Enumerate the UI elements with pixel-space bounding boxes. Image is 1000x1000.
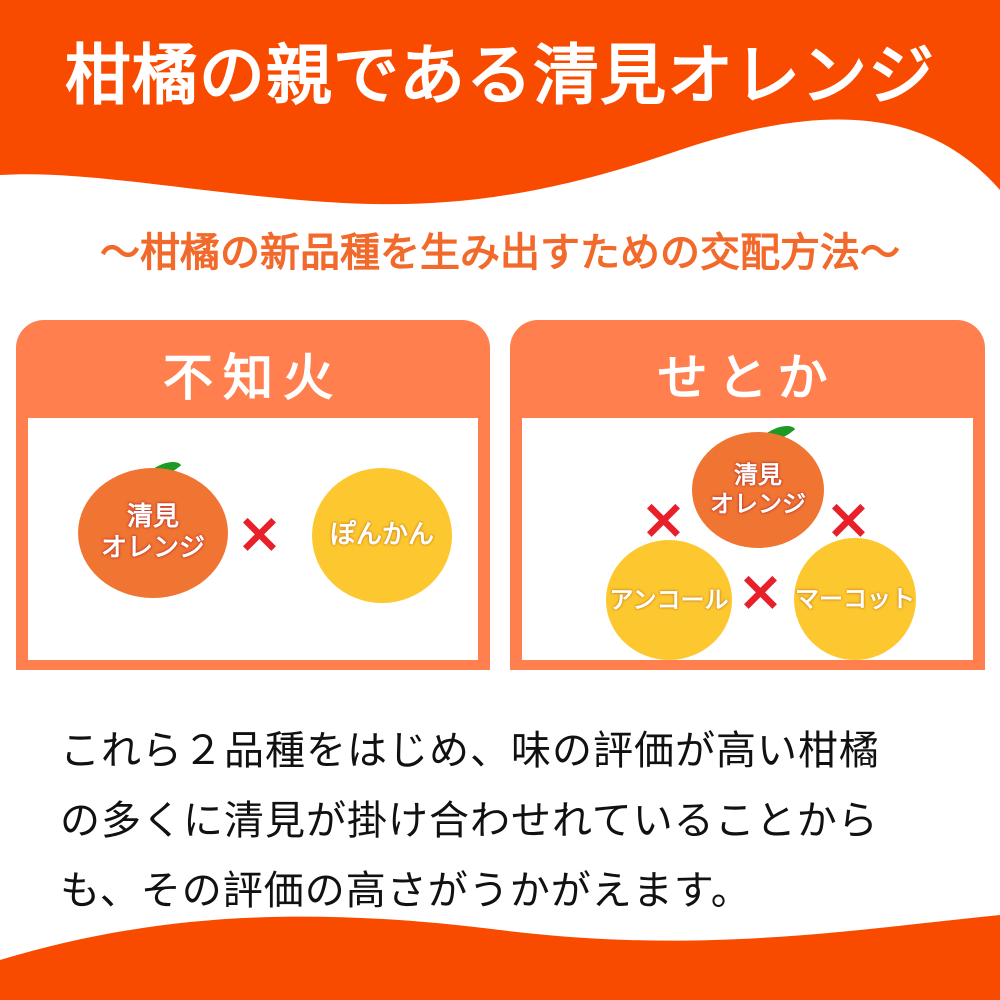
page-title: 柑橘の親である清見オレンジ bbox=[64, 37, 936, 114]
panel-body: 清見 オレンジ × × アンコール × マーコット bbox=[522, 416, 973, 660]
panel-body: 清見 オレンジ × ぽんかん bbox=[28, 418, 478, 660]
page-subtitle: ～柑橘の新品種を生み出すための交配方法～ bbox=[100, 230, 900, 276]
panel-title: せとか bbox=[657, 349, 838, 407]
body-text-line: も、その評価の高さがうかがえます。 bbox=[60, 868, 752, 914]
top-banner-wave bbox=[0, 0, 1000, 205]
fruit-ponkan: ぽんかん bbox=[312, 468, 452, 603]
bottom-wave bbox=[0, 915, 1000, 1000]
cross-icon: × bbox=[737, 559, 784, 624]
body-text-line: これら２品種をはじめ、味の評価が高い柑橘 bbox=[60, 728, 880, 774]
cross-icon: × bbox=[640, 487, 687, 552]
panel-shiranui: 不知火 清見 オレンジ × ぽんかん bbox=[16, 320, 490, 670]
fruit-kiyomi-orange: 清見 オレンジ bbox=[78, 468, 228, 598]
cross-icon: × bbox=[236, 501, 283, 566]
fruit-kiyomi-orange: 清見 オレンジ bbox=[692, 432, 824, 548]
body-text-line: の多くに清見が掛け合わせれていることから bbox=[60, 798, 879, 844]
fruit-murcott: マーコット bbox=[794, 538, 916, 660]
panel-setoka: せとか 清見 オレンジ × × アンコール × マーコット bbox=[510, 320, 985, 670]
panel-title: 不知火 bbox=[163, 349, 343, 407]
fruit-ancor: アンコール bbox=[606, 540, 732, 660]
